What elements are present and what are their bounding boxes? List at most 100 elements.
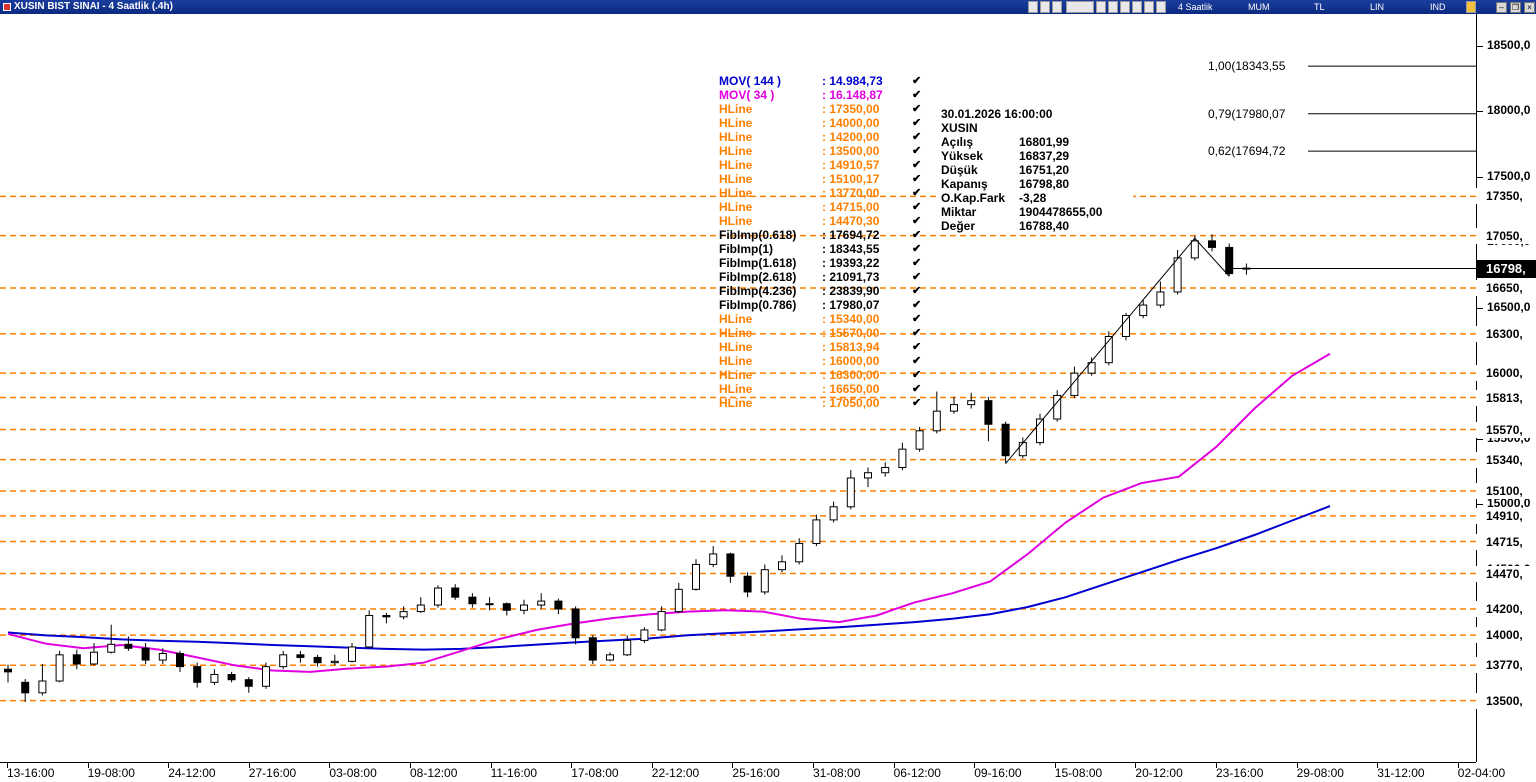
legend-row[interactable]: HLine: 14000,00 ✔ xyxy=(719,116,934,130)
legend-row[interactable]: HLine: 15100,17 ✔ xyxy=(719,172,934,186)
hline-label-8: 15100, xyxy=(1476,483,1536,500)
toolbar-icon-5[interactable] xyxy=(1096,1,1106,13)
pin-icon[interactable] xyxy=(1466,1,1476,13)
legend-name: HLine xyxy=(719,312,753,326)
checkmark-icon[interactable]: ✔ xyxy=(912,201,922,213)
minimize-button[interactable]: – xyxy=(1496,2,1507,13)
checkmark-icon[interactable]: ✔ xyxy=(912,145,922,157)
candle-body xyxy=(778,561,786,571)
candle-body xyxy=(21,681,30,694)
legend-row[interactable]: HLine: 14470,30 ✔ xyxy=(719,214,934,228)
restore-button[interactable]: ❐ xyxy=(1510,2,1521,13)
hline-label-text: 13770, xyxy=(1486,658,1523,673)
price-chart[interactable] xyxy=(0,14,1476,762)
candle-body xyxy=(468,596,477,605)
checkmark-icon[interactable]: ✔ xyxy=(912,187,922,199)
checkmark-icon[interactable]: ✔ xyxy=(912,383,922,395)
legend-row[interactable]: HLine: 14715,00 ✔ xyxy=(719,200,934,214)
legend-value: : 17050,00 xyxy=(822,396,880,410)
chart-style-selector[interactable]: MUM xyxy=(1248,2,1270,12)
legend-row[interactable]: HLine: 13500,00 ✔ xyxy=(719,144,934,158)
checkmark-icon[interactable]: ✔ xyxy=(912,327,922,339)
legend-row[interactable]: FibImp(0.618): 17694,72 ✔ xyxy=(719,228,934,242)
checkmark-icon[interactable]: ✔ xyxy=(912,159,922,171)
toolbar-icon-9[interactable] xyxy=(1144,1,1154,13)
toolbar-icon-6[interactable] xyxy=(1108,1,1118,13)
toolbar-icon-3[interactable] xyxy=(1052,1,1062,13)
checkmark-icon[interactable]: ✔ xyxy=(912,355,922,367)
legend-row[interactable]: HLine: 14910,57 ✔ xyxy=(719,158,934,172)
candle-body xyxy=(881,466,890,474)
toolbar-icon-7[interactable] xyxy=(1120,1,1130,13)
toolbar-icon-4[interactable] xyxy=(1066,1,1094,13)
legend-row[interactable]: HLine: 15570,00 ✔ xyxy=(719,326,934,340)
close-button[interactable]: × xyxy=(1524,2,1535,13)
legend-row[interactable]: FibImp(0.786): 17980,07 ✔ xyxy=(719,298,934,312)
legend-row[interactable]: FibImp(4.236): 23839,90 ✔ xyxy=(719,284,934,298)
hline-label-5: 15813, xyxy=(1476,389,1536,406)
checkmark-icon[interactable]: ✔ xyxy=(912,313,922,325)
checkmark-icon[interactable]: ✔ xyxy=(912,397,922,409)
x-tick-label: 11-16:00 xyxy=(490,766,538,780)
checkmark-icon[interactable]: ✔ xyxy=(912,173,922,185)
legend-row[interactable]: HLine: 13770,00 ✔ xyxy=(719,186,934,200)
legend-row[interactable]: FibImp(1.618): 19393,22 ✔ xyxy=(719,256,934,270)
legend-row[interactable]: HLine: 14200,00 ✔ xyxy=(719,130,934,144)
scale-selector[interactable]: LIN xyxy=(1370,2,1385,12)
toolbar-icon-8[interactable] xyxy=(1132,1,1142,13)
info-row: Kapanış 16798,80 xyxy=(937,177,1133,191)
checkmark-icon[interactable]: ✔ xyxy=(912,117,922,129)
legend-row[interactable]: HLine: 17350,00 ✔ xyxy=(719,102,934,116)
legend-row[interactable]: MOV( 144 ): 14.984,73 ✔ xyxy=(719,74,934,88)
checkmark-icon[interactable]: ✔ xyxy=(912,257,922,269)
legend-name: FibImp(4.236) xyxy=(719,284,797,298)
legend-row[interactable]: FibImp(2.618): 21091,73 ✔ xyxy=(719,270,934,284)
x-tick-label: 31-08:00 xyxy=(813,766,861,780)
legend-value: : 14715,00 xyxy=(822,200,880,214)
legend-row[interactable]: MOV( 34 ): 16.148,87 ✔ xyxy=(719,88,934,102)
mode-selector[interactable]: IND xyxy=(1430,2,1446,12)
checkmark-icon[interactable]: ✔ xyxy=(912,75,922,87)
checkmark-icon[interactable]: ✔ xyxy=(912,131,922,143)
checkmark-icon[interactable]: ✔ xyxy=(912,271,922,283)
legend-name: HLine xyxy=(719,340,753,354)
toolbar-icon-10[interactable] xyxy=(1156,1,1166,13)
hline-label-0: 17350, xyxy=(1476,188,1536,205)
legend-row[interactable]: HLine: 16650,00 ✔ xyxy=(719,382,934,396)
legend-row[interactable]: FibImp(1): 18343,55 ✔ xyxy=(719,242,934,256)
checkmark-icon[interactable]: ✔ xyxy=(912,341,922,353)
checkmark-icon[interactable]: ✔ xyxy=(912,89,922,101)
checkmark-icon[interactable]: ✔ xyxy=(912,285,922,297)
checkmark-icon[interactable]: ✔ xyxy=(912,229,922,241)
checkmark-icon[interactable]: ✔ xyxy=(912,103,922,115)
legend-name: HLine xyxy=(719,326,753,340)
legend-value: : 17980,07 xyxy=(822,298,880,312)
info-key: Yüksek xyxy=(941,149,984,163)
legend-value: : 18343,55 xyxy=(822,242,880,256)
candle-body xyxy=(382,615,391,618)
legend-row[interactable]: HLine: 15813,94 ✔ xyxy=(719,340,934,354)
checkmark-icon[interactable]: ✔ xyxy=(912,369,922,381)
legend-row[interactable]: HLine: 17050,00 ✔ xyxy=(719,396,934,410)
hline-label-text: 17350, xyxy=(1486,189,1523,204)
hline-label-7: 15340, xyxy=(1476,451,1536,468)
x-tick-label: 13-16:00 xyxy=(7,766,55,780)
legend-row[interactable]: HLine: 15340,00 ✔ xyxy=(719,312,934,326)
legend-value: : 16300,00 xyxy=(822,368,880,382)
fib-label-0: 1,00(18343,55 xyxy=(1208,59,1286,74)
candle-body xyxy=(932,410,941,432)
legend-row[interactable]: HLine: 16300,00 ✔ xyxy=(719,368,934,382)
checkmark-icon[interactable]: ✔ xyxy=(912,215,922,227)
info-row: O.Kap.Fark -3,28 xyxy=(937,191,1133,205)
toolbar-icon-2[interactable] xyxy=(1040,1,1050,13)
hline-label-text: 14715, xyxy=(1486,534,1523,549)
checkmark-icon[interactable]: ✔ xyxy=(912,243,922,255)
x-tick-label: 17-08:00 xyxy=(571,766,619,780)
period-selector[interactable]: 4 Saatlik xyxy=(1178,2,1213,12)
toolbar-icon-1[interactable] xyxy=(1028,1,1038,13)
x-tick-label: 31-12:00 xyxy=(1377,766,1425,780)
legend-row[interactable]: HLine: 16000,00 ✔ xyxy=(719,354,934,368)
checkmark-icon[interactable]: ✔ xyxy=(912,299,922,311)
hline-label-12: 14200, xyxy=(1476,600,1536,617)
currency-selector[interactable]: TL xyxy=(1314,2,1325,12)
